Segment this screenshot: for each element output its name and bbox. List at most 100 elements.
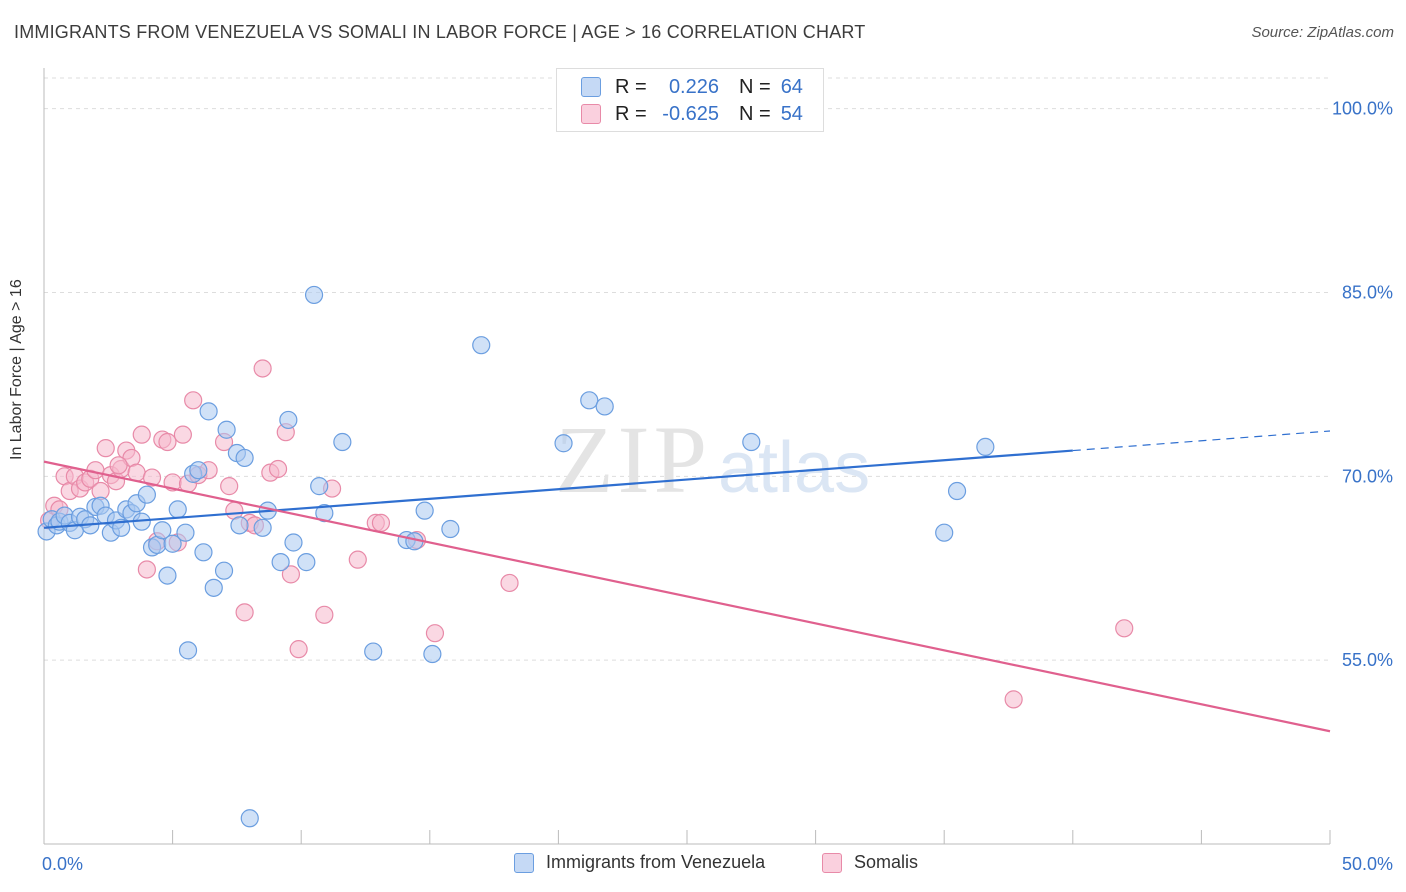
somalis-point bbox=[235, 603, 254, 622]
y-tick-label: 100.0% bbox=[1332, 99, 1393, 119]
x-tick-label: 50.0% bbox=[1342, 854, 1393, 874]
somalis-point bbox=[142, 468, 162, 487]
somalis-point bbox=[132, 425, 151, 444]
legend-r-value: 0.226 bbox=[668, 75, 719, 98]
venezuela-point bbox=[176, 523, 195, 542]
somalis-point bbox=[289, 640, 308, 659]
y-tick-label: 85.0% bbox=[1342, 282, 1393, 302]
legend-n-label: N = bbox=[739, 102, 771, 125]
venezuela-point bbox=[976, 437, 995, 457]
somalis-point bbox=[173, 425, 192, 444]
venezuela-point bbox=[214, 561, 234, 580]
somalis-point bbox=[425, 624, 445, 643]
venezuela-point bbox=[178, 641, 198, 660]
somalis-point bbox=[127, 463, 146, 482]
venezuela-trend-line bbox=[43, 449, 1073, 529]
y-tick-label: 55.0% bbox=[1342, 650, 1393, 670]
somalis-point bbox=[109, 456, 128, 475]
venezuela-point bbox=[333, 432, 352, 452]
chart-title: IMMIGRANTS FROM VENEZUELA VS SOMALI IN L… bbox=[14, 22, 866, 42]
legend-r-value: -0.625 bbox=[662, 102, 719, 125]
somalis-point bbox=[348, 550, 367, 569]
somalis-point bbox=[158, 432, 177, 452]
correlation-legend: R = 0.226 N = 64 R = -0.625 N = 54 bbox=[556, 68, 824, 132]
venezuela-point bbox=[158, 566, 177, 585]
somalis-point bbox=[1115, 619, 1134, 638]
legend-r-label: R = bbox=[615, 75, 647, 98]
somalis-trend-line bbox=[43, 460, 1331, 733]
venezuela-point bbox=[554, 434, 573, 453]
somalis-point bbox=[96, 439, 115, 458]
venezuela-point bbox=[947, 481, 967, 501]
somalis-point bbox=[253, 359, 272, 378]
bottom-swatch-blue bbox=[514, 852, 534, 873]
venezuela-point bbox=[304, 285, 324, 305]
somalis-point bbox=[371, 513, 391, 532]
venezuela-point bbox=[168, 500, 187, 519]
legend-r-label: R = bbox=[615, 102, 647, 125]
venezuela-point bbox=[472, 336, 491, 355]
somalis-point bbox=[268, 459, 288, 479]
legend-swatch-blue bbox=[581, 77, 601, 97]
somalis-point bbox=[500, 573, 519, 593]
venezuela-point bbox=[137, 485, 156, 504]
trend-lines bbox=[43, 430, 1331, 733]
venezuela-point bbox=[189, 461, 208, 480]
somalis-point bbox=[1004, 690, 1023, 709]
legend-n-label: N = bbox=[739, 75, 771, 98]
venezuela-point bbox=[194, 543, 213, 562]
venezuela-point bbox=[235, 448, 254, 468]
venezuela-point bbox=[204, 578, 223, 597]
venezuela-point bbox=[310, 477, 329, 496]
venezuela-points bbox=[37, 285, 995, 828]
venezuela-point bbox=[163, 534, 182, 553]
grid-layer bbox=[44, 77, 1330, 661]
venezuela-point bbox=[297, 553, 316, 572]
bottom-legend-label: Somalis bbox=[854, 852, 919, 872]
venezuela-point bbox=[742, 432, 761, 452]
venezuela-point bbox=[441, 519, 460, 539]
somalis-point bbox=[220, 477, 239, 496]
somalis-point bbox=[184, 391, 203, 410]
legend-row-venezuela: R = 0.226 N = 64 bbox=[581, 75, 803, 99]
bottom-swatch-pink bbox=[822, 852, 842, 873]
legend-n-value: 64 bbox=[780, 75, 803, 98]
source-credit: Source: ZipAtlas.com bbox=[1251, 24, 1394, 41]
bottom-legend-venezuela: Immigrants from Venezuela bbox=[514, 852, 765, 873]
venezuela-point bbox=[112, 518, 131, 537]
venezuela-point bbox=[423, 644, 442, 664]
watermark-zip: ZIP bbox=[555, 406, 711, 513]
y-tick-label: 70.0% bbox=[1342, 466, 1393, 486]
legend-swatch-pink bbox=[581, 104, 601, 124]
bottom-legend-somalis: Somalis bbox=[822, 852, 918, 873]
venezuela-point bbox=[284, 533, 303, 552]
somalis-point bbox=[281, 565, 301, 584]
x-tick-label: 0.0% bbox=[42, 854, 83, 874]
venezuela-point bbox=[153, 521, 172, 540]
bottom-legend-label: Immigrants from Venezuela bbox=[546, 852, 766, 872]
watermark: ZIP atlas bbox=[555, 406, 870, 513]
axis-layer bbox=[43, 68, 1331, 845]
tick-labels: 55.0% 70.0% 85.0% 100.0% 0.0% 50.0% bbox=[42, 99, 1393, 874]
venezuela-point bbox=[199, 402, 218, 421]
venezuela-point bbox=[315, 503, 334, 523]
venezuela-point bbox=[595, 397, 614, 416]
legend-row-somalis: R = -0.625 N = 54 bbox=[581, 102, 803, 126]
venezuela-point bbox=[415, 501, 434, 520]
somalis-points bbox=[40, 359, 1134, 709]
venezuela-point bbox=[279, 410, 298, 430]
venezuela-point bbox=[253, 518, 272, 537]
y-axis-label: In Labor Force | Age > 16 bbox=[8, 279, 25, 460]
venezuela-trend-extension bbox=[1072, 430, 1331, 452]
somalis-point bbox=[315, 605, 334, 624]
venezuela-point bbox=[240, 809, 259, 828]
legend-n-value: 54 bbox=[780, 102, 803, 125]
venezuela-point bbox=[580, 391, 599, 410]
somalis-point bbox=[137, 560, 156, 579]
venezuela-point bbox=[271, 553, 290, 572]
venezuela-point bbox=[230, 516, 249, 535]
venezuela-point bbox=[364, 642, 383, 661]
venezuela-point bbox=[217, 420, 236, 439]
venezuela-point bbox=[935, 523, 954, 542]
